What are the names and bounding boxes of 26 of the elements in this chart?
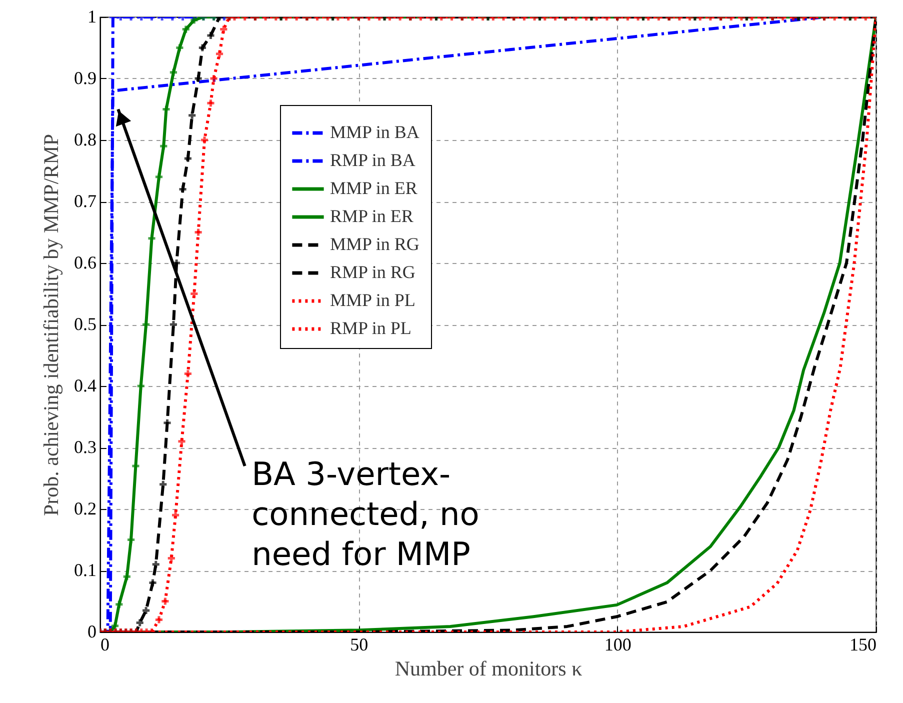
y-tick-label: 0.1 [74, 560, 96, 580]
y-axis-title: Prob. achieving identifiability by MMP/RMP [39, 134, 63, 516]
y-tick-label: 0.8 [74, 130, 96, 150]
legend-label: RMP in BA [330, 150, 416, 170]
x-tick-label: 0 [100, 634, 110, 654]
annotation: BA 3-vertex- connected, no need for MMP [252, 454, 480, 573]
y-tick-label: 0.5 [74, 314, 96, 334]
x-tick-label: 100 [604, 634, 632, 654]
y-tick-label: 0.4 [74, 376, 96, 396]
legend-label: RMP in PL [330, 318, 412, 338]
x-axis-title: Number of monitors κ [394, 656, 583, 680]
legend-label: RMP in ER [330, 206, 414, 226]
y-tick-label: 0.2 [74, 498, 96, 518]
legend-label: RMP in RG [330, 262, 416, 282]
x-tick-label: 50 [350, 634, 368, 654]
legend-label: MMP in RG [330, 234, 420, 254]
y-tick-label: 0 [88, 622, 96, 642]
y-tick-label: 0.9 [74, 68, 96, 88]
legend-label: MMP in BA [330, 122, 420, 142]
x-tick-label: 150 [850, 634, 876, 654]
legend-label: MMP in ER [330, 178, 418, 198]
y-tick-label: 0.6 [74, 252, 96, 272]
y-tick-label: 1 [88, 6, 96, 26]
y-tick-label: 0.7 [74, 191, 96, 211]
legend-label: MMP in PL [330, 290, 416, 310]
y-tick-label: 0.3 [74, 437, 96, 457]
